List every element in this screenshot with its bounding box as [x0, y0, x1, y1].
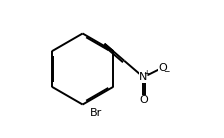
Text: +: + — [144, 69, 150, 78]
Text: O: O — [158, 63, 167, 73]
Text: O: O — [139, 95, 148, 105]
Text: N: N — [139, 72, 148, 82]
Text: −: − — [163, 67, 170, 76]
Text: Br: Br — [90, 108, 102, 118]
